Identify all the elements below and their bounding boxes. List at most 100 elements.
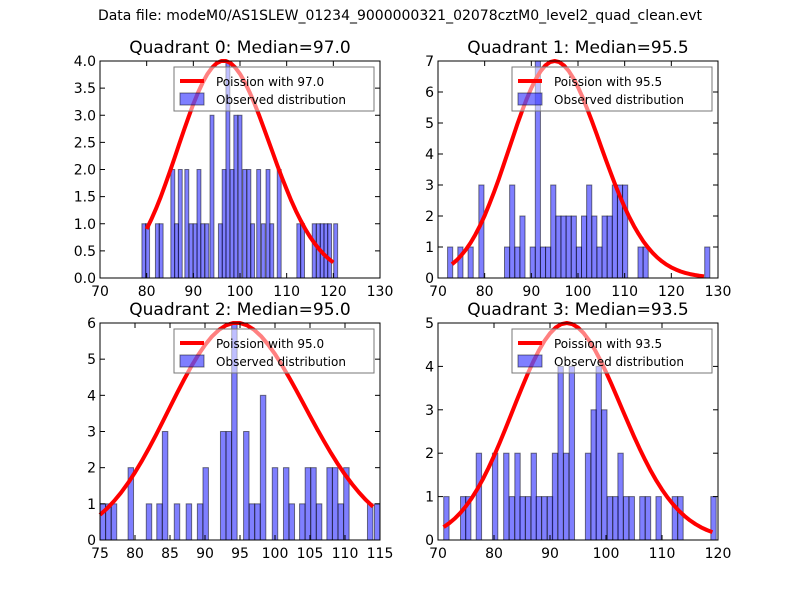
histogram-bar [337, 503, 345, 541]
histogram-bar [326, 467, 333, 541]
subplot-2: Quadrant 2: Median=95.0 Poission with 95.… [87, 300, 393, 562]
y-tick-label: 1 [425, 240, 434, 256]
histogram-bar [637, 246, 644, 279]
subplot-title: Quadrant 0: Median=97.0 [129, 38, 351, 58]
x-tick-label: 105 [297, 546, 324, 562]
histogram-bar [555, 215, 562, 279]
legend-label: Poission with 97.0 [216, 75, 324, 89]
histogram-bar [586, 184, 593, 279]
histogram-bar [565, 215, 572, 279]
x-tick-label: 90 [541, 546, 559, 562]
histogram-bar [541, 496, 548, 541]
x-tick-label: 100 [262, 546, 289, 562]
histogram-bar [519, 215, 526, 279]
y-tick-label: 0 [87, 533, 96, 549]
histogram-bar [575, 246, 582, 279]
x-tick-label: 100 [227, 284, 254, 300]
histogram-bar [622, 496, 630, 541]
y-tick-label: 5 [87, 352, 96, 368]
legend-label: Poission with 95.5 [554, 75, 662, 89]
x-tick-label: 120 [320, 284, 347, 300]
subplot-title: Quadrant 1: Median=95.5 [467, 38, 689, 58]
histogram-bar [642, 246, 649, 279]
histogram-bar [595, 365, 602, 541]
histogram-bar [591, 215, 598, 279]
y-tick-label: 5 [425, 316, 434, 332]
histogram-bar [248, 503, 256, 541]
histogram-bar [237, 114, 243, 279]
y-tick-label: 2 [425, 209, 434, 225]
histogram-bar [545, 246, 552, 279]
subplot-0: Quadrant 0: Median=97.0 Poission with 97.… [74, 38, 394, 300]
histogram-bar [366, 503, 374, 541]
legend-label: Observed distribution [554, 355, 684, 369]
y-tick-label: 2.5 [74, 135, 96, 151]
x-tick-label: 80 [485, 546, 503, 562]
histogram-bar [300, 223, 305, 279]
histogram-bar [242, 169, 248, 279]
y-tick-label: 4 [87, 388, 96, 404]
histogram-bar [596, 246, 603, 279]
histogram-bar [606, 215, 613, 279]
histogram-bar [568, 365, 576, 541]
histogram-bar [563, 452, 570, 541]
histogram-bar [254, 503, 261, 541]
y-tick-label: 2 [87, 461, 96, 477]
histogram-bar [311, 223, 317, 279]
histogram-bar [310, 467, 317, 541]
histogram-bar [617, 452, 624, 541]
histogram-bar [260, 223, 266, 279]
histogram-bar [184, 169, 190, 279]
histogram-bar [581, 215, 588, 279]
histogram-bar [233, 114, 239, 279]
histogram-bar [704, 246, 711, 279]
histogram-bar [491, 452, 499, 541]
histogram-bar [584, 452, 592, 541]
histogram-bar [601, 409, 608, 541]
x-tick-label: 95 [231, 546, 249, 562]
x-tick-label: 70 [429, 546, 447, 562]
subplot-3: Quadrant 3: Median=93.5 Poission with 93.… [425, 300, 731, 562]
x-tick-label: 110 [332, 546, 359, 562]
histogram-bar [557, 365, 564, 541]
x-tick-label: 90 [522, 284, 540, 300]
histogram-bar [475, 452, 483, 541]
histogram-bar [504, 246, 511, 279]
x-tick-label: 70 [429, 284, 447, 300]
histogram-bar [200, 223, 206, 279]
legend-bar-swatch [179, 92, 205, 106]
y-tick-label: 3 [425, 178, 434, 194]
legend-box [173, 66, 375, 112]
y-tick-label: 2 [425, 446, 434, 462]
histogram-bar [256, 169, 262, 279]
y-tick-label: 6 [425, 85, 434, 101]
x-tick-label: 75 [91, 546, 109, 562]
histogram-bar [327, 223, 333, 279]
y-tick-label: 1.0 [74, 217, 96, 233]
y-tick-label: 0 [425, 533, 434, 549]
poisson-curve [442, 321, 714, 535]
histogram-bar [514, 246, 521, 279]
histogram-bar [508, 496, 516, 541]
histogram-bar [551, 452, 559, 541]
histogram-bar [655, 496, 662, 541]
x-tick-label: 130 [367, 284, 394, 300]
x-tick-label: 120 [658, 284, 685, 300]
figure-title: Data file: modeM0/AS1SLEW_01234_90000003… [97, 8, 703, 24]
y-tick-label: 6 [87, 316, 96, 332]
histogram-bar [524, 496, 532, 541]
histogram-bar [259, 394, 267, 541]
x-tick-label: 90 [196, 546, 214, 562]
histogram-bar [299, 503, 306, 541]
legend-box [511, 66, 713, 112]
histogram-bar [204, 223, 210, 279]
histogram-bar [509, 184, 516, 279]
subplot-title: Quadrant 3: Median=93.5 [467, 300, 689, 320]
x-tick-label: 100 [593, 546, 620, 562]
histogram-bar [158, 223, 164, 279]
histogram-bar [177, 169, 183, 279]
histogram-bar [467, 246, 474, 279]
histogram-bar [535, 496, 542, 541]
histogram-bar [196, 503, 204, 541]
